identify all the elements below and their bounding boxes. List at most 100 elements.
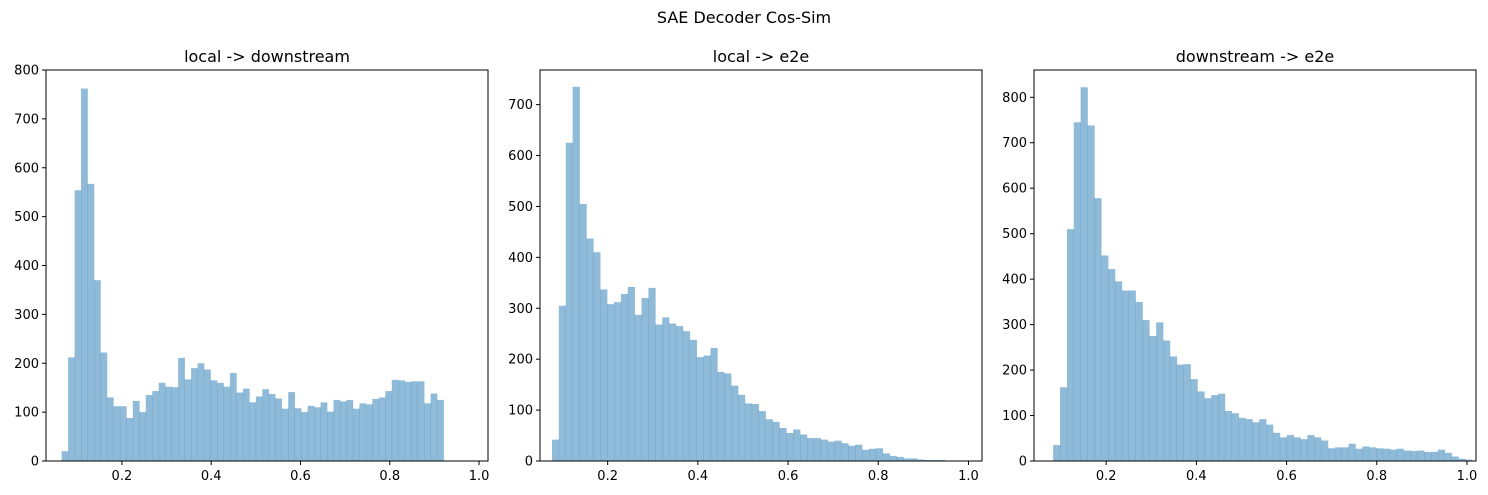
histogram-bar [627, 286, 635, 461]
histogram-bar [1259, 419, 1267, 461]
histogram-bar [1286, 435, 1294, 461]
histogram-bar [178, 357, 185, 461]
histogram-bar [68, 357, 75, 461]
histogram-bar [294, 408, 302, 461]
histogram-bar [1334, 447, 1342, 461]
histogram-bar [565, 142, 573, 462]
histogram-bar [288, 392, 295, 461]
histogram-bar [1403, 450, 1411, 461]
histogram-bar [1169, 356, 1178, 461]
x-tick-label: 0.2 [597, 469, 618, 484]
y-axis: 0 100 200 300 400 500 600 700 [508, 98, 540, 470]
histogram-bar [262, 389, 270, 461]
histogram-bar [217, 382, 224, 461]
histogram-bar [1252, 422, 1260, 461]
histogram-bar [1341, 447, 1349, 461]
panel-title: local -> e2e [713, 47, 810, 66]
y-tick-label: 400 [14, 259, 39, 274]
histogram-bar [1314, 437, 1322, 461]
y-tick-label: 0 [525, 455, 533, 470]
histogram-bar [93, 280, 101, 461]
histogram-bar [813, 438, 822, 461]
histogram-bar [1417, 450, 1425, 461]
histogram-bar [126, 417, 134, 461]
y-tick-label: 400 [508, 251, 533, 266]
histogram-bar [1190, 379, 1198, 461]
histogram-bar [868, 448, 877, 461]
x-tick-label: 0.2 [1096, 469, 1117, 484]
histogram-bar [937, 459, 946, 461]
histogram-bar [1101, 255, 1109, 461]
histogram-bar [1396, 448, 1404, 461]
y-tick-label: 800 [14, 64, 39, 79]
histogram-bar [61, 451, 69, 461]
histogram-bar [1465, 459, 1473, 461]
histogram-bar [1135, 301, 1143, 461]
histogram-bar [648, 287, 656, 461]
x-tick-label: 0.8 [379, 469, 400, 484]
histogram-bar [1279, 437, 1288, 461]
x-tick-label: 0.4 [688, 469, 709, 484]
y-tick-label: 200 [14, 357, 39, 372]
histogram-bar [152, 391, 160, 461]
y-tick-label: 500 [508, 200, 533, 215]
histogram-bar [855, 444, 863, 461]
histogram-bar [772, 421, 780, 461]
histogram-bar [751, 403, 759, 461]
y-tick-label: 700 [1002, 136, 1027, 151]
histogram-bar [889, 455, 897, 461]
histogram-bar [696, 357, 704, 461]
histogram-bar [710, 347, 718, 461]
y-tick-label: 600 [14, 161, 39, 176]
histogram-bars [1053, 87, 1473, 461]
histogram-bar [417, 381, 425, 461]
x-axis: 0.2 0.4 0.6 0.8 1.0 [597, 461, 979, 484]
histogram-bar [1121, 290, 1130, 461]
histogram-bar [158, 382, 166, 461]
histogram-bar [100, 352, 108, 461]
histogram-bar [669, 323, 677, 461]
x-tick-label: 1.0 [469, 469, 490, 484]
y-tick-label: 300 [508, 302, 533, 317]
histogram-bar [848, 445, 856, 461]
histogram-bar [1211, 395, 1219, 461]
histogram-bar [229, 373, 237, 461]
histogram-bar [641, 298, 649, 461]
histogram-bar [1073, 122, 1081, 461]
histogram-bar [558, 305, 567, 461]
histogram-bar [586, 238, 594, 461]
histogram-bar [1114, 281, 1123, 461]
y-tick-label: 100 [1002, 409, 1027, 424]
histogram-bar [424, 403, 431, 461]
histogram-bar [917, 459, 925, 461]
histogram-bar [1382, 448, 1391, 461]
y-tick-label: 300 [1002, 318, 1027, 333]
panel-title: local -> downstream [184, 47, 350, 66]
histogram-bar [1424, 451, 1432, 461]
histogram-bar [365, 404, 373, 461]
panel-title: downstream -> e2e [1176, 47, 1334, 66]
y-tick-label: 200 [1002, 364, 1027, 379]
histogram-bar [1142, 320, 1150, 461]
histogram-bar [731, 385, 739, 461]
histogram-bar [1204, 398, 1212, 461]
histogram-bar [896, 456, 904, 461]
histogram-bar [593, 252, 601, 461]
histogram-bar [352, 408, 360, 461]
histogram-bar [620, 294, 629, 461]
histogram-bar [1376, 448, 1384, 461]
y-tick-label: 700 [14, 112, 39, 127]
histogram-bar [1066, 229, 1075, 461]
y-tick-label: 700 [508, 98, 533, 113]
histogram-bar [1197, 391, 1205, 461]
figure-suptitle: SAE Decoder Cos-Sim [657, 8, 831, 27]
histogram-bar [1389, 449, 1397, 461]
histogram-bar [359, 403, 367, 461]
histogram-bar [1437, 449, 1445, 461]
histogram-bar [242, 388, 250, 461]
histogram-bar [191, 368, 198, 461]
histogram-bar [724, 373, 732, 461]
histogram-bar [572, 86, 580, 462]
histogram-bar [268, 394, 276, 461]
histogram-bar [744, 403, 753, 461]
